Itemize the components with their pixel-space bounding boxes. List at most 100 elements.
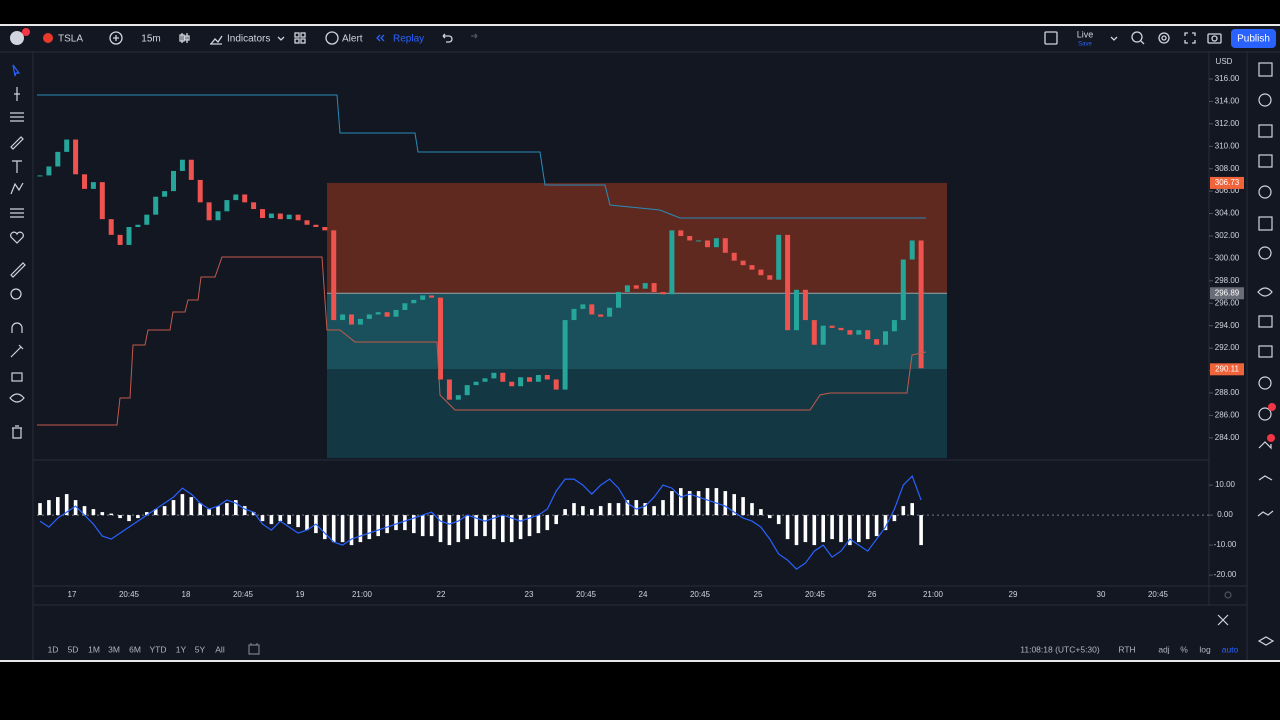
range-button[interactable]: 1Y [176, 644, 187, 654]
snapshot[interactable] [1207, 33, 1222, 44]
pattern-tool[interactable] [10, 182, 24, 195]
candle [162, 191, 168, 197]
candle [179, 159, 185, 171]
performance[interactable] [1257, 510, 1274, 517]
settings[interactable] [1158, 32, 1170, 44]
rth-toggle[interactable]: RTH [1118, 644, 1135, 654]
range-button[interactable]: All [215, 644, 225, 654]
notes[interactable] [1258, 345, 1273, 358]
goto-date[interactable] [248, 643, 260, 655]
histogram-bar [670, 491, 674, 516]
candle [580, 304, 586, 309]
lock[interactable] [11, 372, 23, 382]
measure[interactable] [10, 262, 26, 278]
trailing-line [37, 256, 927, 426]
candle [651, 283, 657, 293]
publish[interactable]: Publish [1237, 34, 1270, 45]
price-pane [37, 139, 947, 458]
candle [144, 214, 150, 225]
replay[interactable]: Replay [393, 34, 424, 45]
streams[interactable] [1257, 287, 1273, 297]
data-window[interactable] [1258, 124, 1273, 138]
cursor-tool[interactable] [12, 64, 21, 77]
redo[interactable] [471, 33, 478, 39]
interval[interactable]: 15m [141, 34, 160, 45]
range-button[interactable]: 6M [129, 644, 141, 654]
save[interactable]: Save [1078, 42, 1092, 48]
notifications[interactable] [1258, 407, 1272, 421]
line-tool[interactable] [14, 87, 20, 101]
candle [767, 275, 773, 280]
log-toggle[interactable]: log [1199, 644, 1211, 654]
candle [687, 235, 693, 241]
alerts[interactable] [1258, 93, 1272, 107]
favorites[interactable] [10, 231, 24, 244]
histogram-bar [874, 515, 879, 537]
candle [811, 320, 817, 345]
adj-toggle[interactable]: adj [1158, 644, 1169, 654]
currency[interactable]: USD [1216, 57, 1233, 66]
add-symbol[interactable] [109, 31, 123, 45]
candle [295, 214, 301, 221]
close-panel[interactable] [1217, 614, 1229, 626]
news[interactable] [1258, 154, 1273, 168]
range-button[interactable]: 1M [88, 644, 100, 654]
histogram-bar [385, 515, 389, 534]
symbol[interactable]: TSLA [58, 34, 83, 45]
prediction-tool[interactable] [10, 208, 24, 218]
trading[interactable] [1258, 441, 1272, 450]
x-tick-label: 29 [1009, 590, 1018, 599]
trash[interactable] [12, 425, 22, 439]
histogram-bar [118, 515, 122, 519]
chart-type[interactable] [179, 33, 190, 43]
settings-hub [1161, 35, 1167, 41]
range-button[interactable]: 3M [108, 644, 120, 654]
histogram-bar [687, 491, 692, 516]
hotlists[interactable] [1258, 185, 1272, 199]
histogram-bar [661, 500, 665, 516]
dropdown[interactable] [1110, 36, 1118, 41]
histogram-bar [625, 500, 630, 516]
layout-icon[interactable] [294, 32, 300, 38]
candle [829, 325, 835, 328]
histogram-bar [100, 512, 105, 516]
dropdown[interactable] [277, 36, 285, 41]
percent-toggle[interactable]: % [1180, 644, 1188, 654]
histogram-bar [216, 506, 220, 516]
candle [455, 395, 461, 400]
indicators[interactable]: Indicators [227, 34, 270, 45]
text-tool[interactable] [12, 160, 22, 173]
brush-tool[interactable] [10, 136, 24, 150]
range-button[interactable]: 5Y [195, 644, 206, 654]
range-button[interactable]: YTD [150, 644, 167, 654]
fullscreen[interactable] [1184, 32, 1196, 44]
stay-drawing[interactable] [10, 344, 24, 358]
undo[interactable] [442, 33, 453, 43]
histogram-bar [153, 509, 158, 516]
zoom[interactable] [10, 288, 22, 300]
histogram-bar [465, 515, 469, 540]
y-tick-label: 292.00 [1215, 343, 1240, 352]
candle [438, 297, 443, 380]
publish-button[interactable] [1231, 29, 1276, 48]
calendar[interactable] [1258, 216, 1273, 231]
magnet[interactable] [11, 322, 23, 333]
logo[interactable] [10, 31, 24, 45]
range-button[interactable]: 5D [68, 644, 79, 654]
alert-icon [325, 31, 339, 45]
auto-toggle[interactable]: auto [1222, 644, 1239, 654]
hide[interactable] [9, 393, 25, 403]
fib-tool[interactable] [10, 112, 24, 122]
watchlist[interactable] [1258, 62, 1273, 77]
live[interactable]: Live [1077, 29, 1094, 39]
help[interactable] [1258, 376, 1272, 390]
alert[interactable]: Alert [342, 34, 363, 45]
layout-select[interactable] [1044, 31, 1058, 45]
ideas[interactable] [1258, 246, 1272, 260]
depth[interactable] [1258, 475, 1273, 481]
range-button[interactable]: 1D [48, 644, 59, 654]
chats[interactable] [1258, 315, 1273, 328]
layers[interactable] [1257, 636, 1275, 646]
axis-settings[interactable] [1224, 591, 1232, 599]
search[interactable] [1131, 31, 1143, 43]
